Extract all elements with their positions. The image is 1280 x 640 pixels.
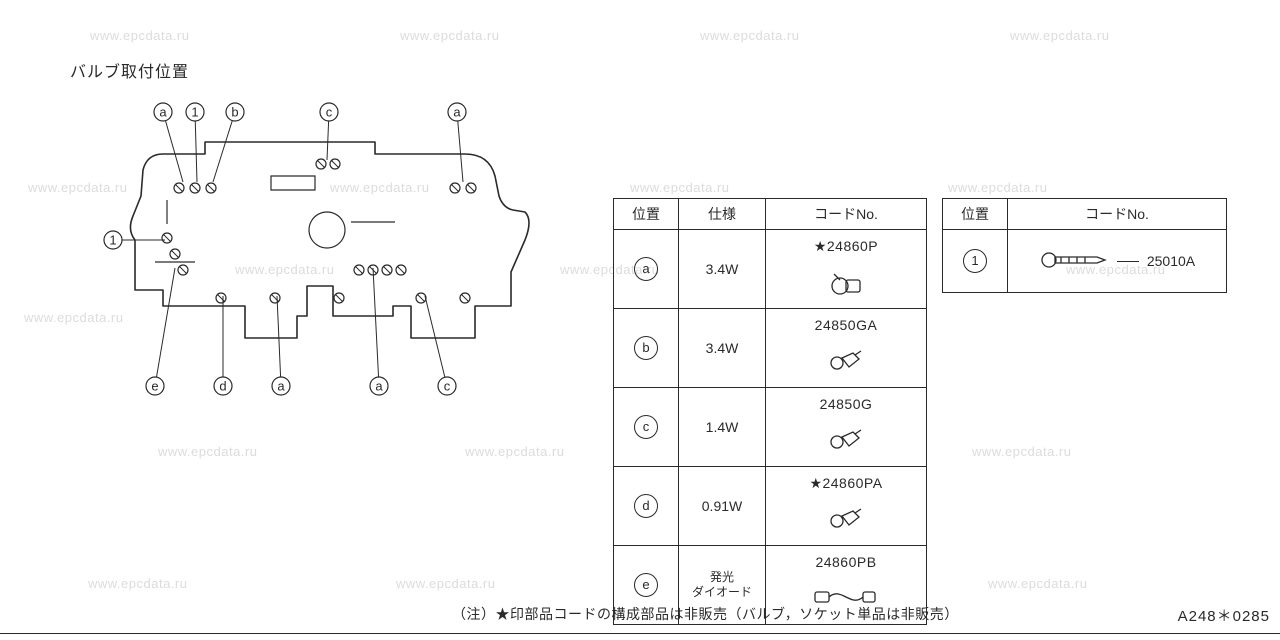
table2-header-pos: 位置: [943, 199, 1008, 230]
bulb-marker-slash: [192, 185, 199, 192]
bulb-marker-slash: [356, 267, 363, 274]
watermark: www.epcdata.ru: [396, 576, 496, 591]
table-row: 1 25010A: [943, 230, 1227, 293]
page-baseline: [0, 633, 1280, 634]
position-marker: d: [634, 494, 658, 518]
part-code: ★24860PA: [766, 475, 926, 492]
bulb-marker-slash: [180, 267, 187, 274]
bulb-marker-slash: [208, 185, 215, 192]
position-cell: b: [614, 309, 679, 388]
table1-header-pos: 位置: [614, 199, 679, 230]
table-row: b 3.4W24850GA: [614, 309, 927, 388]
table1-header-code: コードNo.: [766, 199, 927, 230]
callout-leader: [277, 296, 281, 386]
position-marker: a: [634, 257, 658, 281]
callout-leader: [425, 296, 447, 386]
callout-label: e: [151, 378, 158, 393]
watermark: www.epcdata.ru: [972, 444, 1072, 459]
position-marker: c: [634, 415, 658, 439]
bulb-marker-slash: [176, 185, 183, 192]
watermark: www.epcdata.ru: [1010, 28, 1110, 43]
callout-label: a: [375, 378, 383, 393]
bulb-marker-slash: [398, 267, 405, 274]
callout-label: 1: [191, 104, 198, 119]
callout-label: a: [453, 104, 461, 119]
watermark: www.epcdata.ru: [90, 28, 190, 43]
callout-leader: [213, 112, 235, 182]
watermark: www.epcdata.ru: [400, 28, 500, 43]
watermark: www.epcdata.ru: [88, 576, 188, 591]
part-code: 25010A: [1147, 253, 1195, 269]
footnote: （注）★印部品コードの構成部品は非販売（バルブ，ソケット単品は非販売）: [452, 604, 959, 624]
table-row: a 3.4W★24860P: [614, 230, 927, 309]
bulb-spec-table: 位置 仕様 コードNo. a3.4W★24860P b3.4W24850GA c…: [613, 198, 927, 625]
position-cell: c: [614, 388, 679, 467]
bulb-marker-slash: [418, 295, 425, 302]
table1-header-spec: 仕様: [679, 199, 766, 230]
callout-leader: [457, 112, 463, 182]
part-code: ★24860P: [766, 238, 926, 255]
spec-cell: 0.91W: [679, 467, 766, 546]
interior-line: [271, 176, 315, 190]
callout-label: d: [219, 378, 226, 393]
part-icon: [766, 424, 926, 459]
callout-leader: [373, 268, 379, 386]
position-marker: 1: [963, 249, 987, 273]
figure-number: A248＊0285: [1178, 605, 1270, 626]
position-cell: d: [614, 467, 679, 546]
callout-label: b: [231, 104, 238, 119]
bulb-marker-slash: [172, 251, 179, 258]
callout-label: c: [326, 104, 333, 119]
bulb-marker-slash: [384, 267, 391, 274]
callout-label: c: [444, 378, 451, 393]
part-icon: [766, 266, 926, 303]
part-code: 24860PB: [766, 554, 926, 570]
bulb-marker-slash: [332, 161, 339, 168]
screw-spec-table: 位置 コードNo. 1 25010A: [942, 198, 1227, 293]
part-code: 24850G: [766, 396, 926, 412]
callout-label: 1: [109, 232, 116, 247]
cluster-outline: [130, 142, 529, 338]
callout-leader: [163, 112, 183, 182]
callout-label: a: [277, 378, 285, 393]
bulb-location-schematic: a 1 b c a 1 e d a a c: [95, 90, 535, 400]
code-cell: 25010A: [1008, 230, 1227, 293]
part-icon: [766, 345, 926, 380]
position-cell: 1: [943, 230, 1008, 293]
table2-header-code: コードNo.: [1008, 199, 1227, 230]
interior-line: [309, 212, 345, 248]
table-row: d 0.91W★24860PA: [614, 467, 927, 546]
part-code: 24850GA: [766, 317, 926, 333]
table-row: c 1.4W24850G: [614, 388, 927, 467]
section-heading: バルブ取付位置: [70, 58, 189, 82]
watermark: www.epcdata.ru: [700, 28, 800, 43]
bulb-marker-slash: [452, 185, 459, 192]
watermark: www.epcdata.ru: [465, 444, 565, 459]
part-icon: [766, 503, 926, 538]
position-cell: a: [614, 230, 679, 309]
bulb-marker-slash: [468, 185, 475, 192]
spec-cell: 3.4W: [679, 230, 766, 309]
code-cell: ★24860PA: [766, 467, 927, 546]
watermark: www.epcdata.ru: [988, 576, 1088, 591]
code-cell: 24850G: [766, 388, 927, 467]
callout-leader: [155, 268, 175, 386]
spec-cell: 1.4W: [679, 388, 766, 467]
position-marker: e: [634, 573, 658, 597]
part-icon: [1039, 248, 1109, 275]
callout-label: a: [159, 104, 167, 119]
spec-cell: 3.4W: [679, 309, 766, 388]
bulb-marker-slash: [318, 161, 325, 168]
callout-leader: [195, 112, 197, 182]
watermark: www.epcdata.ru: [948, 180, 1048, 195]
watermark: www.epcdata.ru: [630, 180, 730, 195]
bulb-marker-slash: [336, 295, 343, 302]
watermark: www.epcdata.ru: [158, 444, 258, 459]
bulb-marker-slash: [462, 295, 469, 302]
position-marker: b: [634, 336, 658, 360]
code-cell: 24850GA: [766, 309, 927, 388]
code-cell: ★24860P: [766, 230, 927, 309]
